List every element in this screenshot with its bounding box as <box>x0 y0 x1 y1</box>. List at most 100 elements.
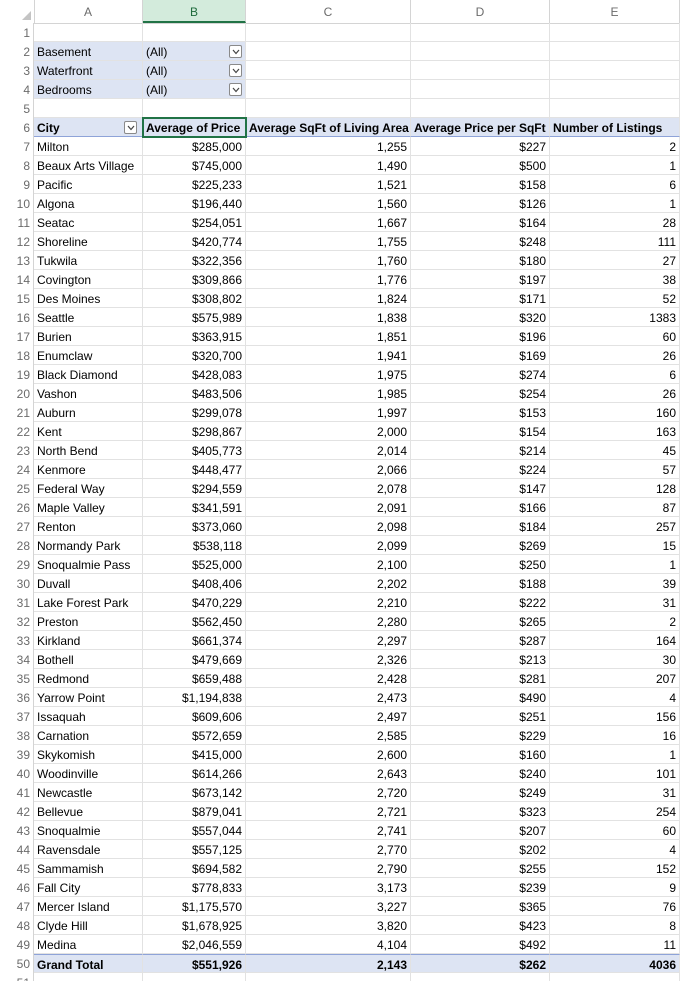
average-sqft-cell[interactable]: 1,490 <box>246 156 411 175</box>
cell[interactable] <box>143 99 246 118</box>
city-cell[interactable]: Snoqualmie Pass <box>34 555 143 574</box>
average-sqft-cell[interactable]: 3,173 <box>246 878 411 897</box>
row-number[interactable]: 25 <box>0 479 34 498</box>
city-cell[interactable]: Bothell <box>34 650 143 669</box>
price-per-sqft-cell[interactable]: $154 <box>411 422 550 441</box>
grand-total-sqft[interactable]: 2,143 <box>246 954 411 973</box>
average-price-cell[interactable]: $363,915 <box>143 327 246 346</box>
city-cell[interactable]: Duvall <box>34 574 143 593</box>
cell[interactable] <box>550 973 680 981</box>
row-number[interactable]: 34 <box>0 650 34 669</box>
city-cell[interactable]: Covington <box>34 270 143 289</box>
price-per-sqft-cell[interactable]: $254 <box>411 384 550 403</box>
average-price-cell[interactable]: $525,000 <box>143 555 246 574</box>
cell[interactable] <box>143 973 246 981</box>
listings-count-cell[interactable]: 27 <box>550 251 680 270</box>
cell[interactable] <box>411 61 550 80</box>
listings-count-cell[interactable]: 28 <box>550 213 680 232</box>
chevron-down-icon[interactable] <box>124 121 137 134</box>
city-cell[interactable]: Kenmore <box>34 460 143 479</box>
listings-count-cell[interactable]: 163 <box>550 422 680 441</box>
listings-count-cell[interactable]: 257 <box>550 517 680 536</box>
city-cell[interactable]: Enumclaw <box>34 346 143 365</box>
row-number[interactable]: 12 <box>0 232 34 251</box>
price-per-sqft-cell[interactable]: $158 <box>411 175 550 194</box>
listings-count-cell[interactable]: 164 <box>550 631 680 650</box>
average-price-cell[interactable]: $557,044 <box>143 821 246 840</box>
row-number[interactable]: 47 <box>0 897 34 916</box>
average-sqft-cell[interactable]: 2,600 <box>246 745 411 764</box>
row-number[interactable]: 48 <box>0 916 34 935</box>
average-sqft-cell[interactable]: 2,098 <box>246 517 411 536</box>
average-sqft-cell[interactable]: 1,824 <box>246 289 411 308</box>
average-price-cell[interactable]: $694,582 <box>143 859 246 878</box>
price-per-sqft-cell[interactable]: $171 <box>411 289 550 308</box>
row-number[interactable]: 50 <box>0 954 34 973</box>
city-cell[interactable]: Milton <box>34 137 143 156</box>
filter-value[interactable]: (All) <box>143 61 246 80</box>
average-price-cell[interactable]: $673,142 <box>143 783 246 802</box>
listings-count-cell[interactable]: 2 <box>550 137 680 156</box>
price-per-sqft-cell[interactable]: $224 <box>411 460 550 479</box>
average-sqft-cell[interactable]: 2,741 <box>246 821 411 840</box>
header-average-sqft[interactable]: Average SqFt of Living Area <box>246 118 411 137</box>
row-number[interactable]: 45 <box>0 859 34 878</box>
average-price-cell[interactable]: $408,406 <box>143 574 246 593</box>
city-cell[interactable]: Bellevue <box>34 802 143 821</box>
listings-count-cell[interactable]: 6 <box>550 365 680 384</box>
chevron-down-icon[interactable] <box>229 64 242 77</box>
listings-count-cell[interactable]: 1383 <box>550 308 680 327</box>
price-per-sqft-cell[interactable]: $249 <box>411 783 550 802</box>
row-number[interactable]: 6 <box>0 118 34 137</box>
price-per-sqft-cell[interactable]: $274 <box>411 365 550 384</box>
header-average-price-per-sqft[interactable]: Average Price per SqFt <box>411 118 550 137</box>
average-sqft-cell[interactable]: 2,473 <box>246 688 411 707</box>
listings-count-cell[interactable]: 31 <box>550 783 680 802</box>
grand-total-price-per-sqft[interactable]: $262 <box>411 954 550 973</box>
average-price-cell[interactable]: $2,046,559 <box>143 935 246 954</box>
row-number[interactable]: 21 <box>0 403 34 422</box>
listings-count-cell[interactable]: 39 <box>550 574 680 593</box>
average-sqft-cell[interactable]: 2,428 <box>246 669 411 688</box>
average-sqft-cell[interactable]: 2,585 <box>246 726 411 745</box>
average-price-cell[interactable]: $373,060 <box>143 517 246 536</box>
filter-value[interactable]: (All) <box>143 80 246 99</box>
average-sqft-cell[interactable]: 2,790 <box>246 859 411 878</box>
listings-count-cell[interactable]: 111 <box>550 232 680 251</box>
average-sqft-cell[interactable]: 1,851 <box>246 327 411 346</box>
average-price-cell[interactable]: $225,233 <box>143 175 246 194</box>
row-number[interactable]: 9 <box>0 175 34 194</box>
average-price-cell[interactable]: $341,591 <box>143 498 246 517</box>
column-header-d[interactable]: D <box>411 0 550 23</box>
row-number[interactable]: 15 <box>0 289 34 308</box>
city-cell[interactable]: Vashon <box>34 384 143 403</box>
average-price-cell[interactable]: $575,989 <box>143 308 246 327</box>
listings-count-cell[interactable]: 4 <box>550 840 680 859</box>
price-per-sqft-cell[interactable]: $227 <box>411 137 550 156</box>
filter-label[interactable]: Bedrooms <box>34 80 143 99</box>
price-per-sqft-cell[interactable]: $166 <box>411 498 550 517</box>
average-price-cell[interactable]: $1,175,570 <box>143 897 246 916</box>
city-cell[interactable]: Newcastle <box>34 783 143 802</box>
city-cell[interactable]: Lake Forest Park <box>34 593 143 612</box>
average-price-cell[interactable]: $572,659 <box>143 726 246 745</box>
listings-count-cell[interactable]: 38 <box>550 270 680 289</box>
price-per-sqft-cell[interactable]: $180 <box>411 251 550 270</box>
average-price-cell[interactable]: $609,606 <box>143 707 246 726</box>
average-price-cell[interactable]: $405,773 <box>143 441 246 460</box>
average-price-cell[interactable]: $420,774 <box>143 232 246 251</box>
price-per-sqft-cell[interactable]: $250 <box>411 555 550 574</box>
row-number[interactable]: 2 <box>0 42 34 61</box>
listings-count-cell[interactable]: 1 <box>550 156 680 175</box>
row-number[interactable]: 7 <box>0 137 34 156</box>
average-price-cell[interactable]: $538,118 <box>143 536 246 555</box>
row-number[interactable]: 8 <box>0 156 34 175</box>
price-per-sqft-cell[interactable]: $164 <box>411 213 550 232</box>
average-price-cell[interactable]: $1,678,925 <box>143 916 246 935</box>
average-price-cell[interactable]: $308,802 <box>143 289 246 308</box>
listings-count-cell[interactable]: 1 <box>550 555 680 574</box>
price-per-sqft-cell[interactable]: $160 <box>411 745 550 764</box>
price-per-sqft-cell[interactable]: $269 <box>411 536 550 555</box>
average-sqft-cell[interactable]: 2,091 <box>246 498 411 517</box>
average-price-cell[interactable]: $479,669 <box>143 650 246 669</box>
